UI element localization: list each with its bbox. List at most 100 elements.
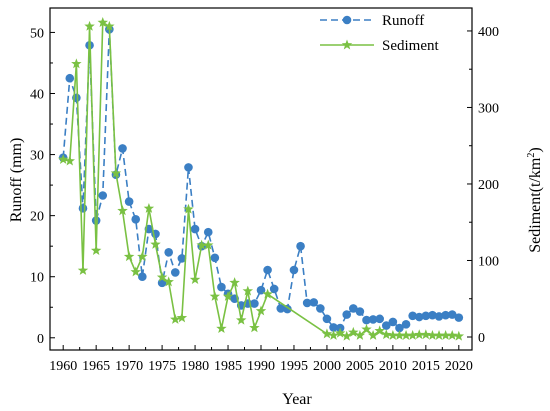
data-point-runoff <box>454 313 464 322</box>
data-point-sediment <box>104 20 115 31</box>
data-point-sediment <box>203 239 214 250</box>
data-point-sediment <box>137 251 148 262</box>
data-point-sediment <box>77 264 89 275</box>
x-tick-label: 1975 <box>148 359 176 374</box>
data-point-sediment <box>420 329 432 340</box>
data-point-runoff <box>177 254 187 263</box>
data-point-sediment <box>90 245 102 255</box>
legend-item-sediment: Sediment <box>320 38 439 54</box>
series-layer <box>57 17 465 341</box>
data-point-sediment <box>235 314 247 325</box>
data-point-sediment <box>64 155 76 166</box>
data-point-runoff <box>250 299 259 308</box>
data-point-sediment <box>387 329 399 340</box>
data-point-runoff <box>447 310 457 319</box>
data-point-runoff <box>395 323 404 333</box>
data-point-runoff <box>322 314 332 324</box>
data-point-sediment <box>110 167 122 178</box>
legend-label: Sediment <box>382 38 439 54</box>
legend-marker <box>341 39 353 50</box>
data-point-sediment <box>255 305 267 316</box>
data-point-sediment <box>394 329 405 340</box>
data-point-sediment <box>222 290 234 301</box>
data-point-sediment <box>414 329 425 340</box>
data-point-runoff <box>375 314 384 324</box>
data-point-sediment <box>196 239 207 250</box>
legend-marker <box>342 15 352 25</box>
y-right-tick-label: 300 <box>478 101 499 116</box>
data-point-sediment <box>446 329 458 340</box>
plot-frame <box>49 7 473 351</box>
data-point-sediment <box>341 330 352 341</box>
data-point-sediment <box>361 323 372 334</box>
y-right-label-end: ) <box>527 147 544 152</box>
data-point-runoff <box>91 216 101 225</box>
data-point-sediment <box>216 323 227 334</box>
series-line-runoff <box>62 29 460 329</box>
data-point-sediment <box>189 274 201 285</box>
data-point-sediment <box>381 329 392 340</box>
data-point-sediment <box>156 271 168 282</box>
data-point-runoff <box>203 227 213 237</box>
data-point-sediment <box>176 312 188 323</box>
data-point-runoff <box>118 144 127 153</box>
data-point-runoff <box>164 247 173 257</box>
data-point-runoff <box>296 241 305 251</box>
legend: Runoff Sediment <box>320 13 439 54</box>
legend-item-runoff: Runoff <box>320 13 424 29</box>
data-point-runoff <box>138 272 147 282</box>
axes-layer: 1960 1965 1970 1975 1980 1985 1990 1995 2000 2005… <box>30 25 499 374</box>
data-point-sediment <box>143 202 155 213</box>
data-point-runoff <box>78 204 88 213</box>
y-left-tick-label: 50 <box>30 26 44 41</box>
data-point-runoff <box>190 224 200 234</box>
data-point-runoff <box>263 265 272 275</box>
data-point-runoff <box>428 310 437 320</box>
legend-label: Runoff <box>382 13 424 29</box>
y-right-tick-label: 0 <box>478 331 485 346</box>
data-point-sediment <box>427 329 438 340</box>
x-tick-label: 1970 <box>115 359 143 374</box>
data-point-runoff <box>421 311 431 321</box>
x-tick-label: 1985 <box>214 359 242 374</box>
data-point-runoff <box>98 191 108 200</box>
data-point-runoff <box>342 310 352 319</box>
data-point-sediment <box>354 329 366 340</box>
data-point-runoff <box>349 304 358 313</box>
y-right-tick-label: 200 <box>478 178 499 193</box>
data-point-runoff <box>408 311 417 321</box>
data-point-runoff <box>362 315 371 325</box>
data-point-runoff <box>441 310 450 320</box>
data-point-sediment <box>407 329 418 340</box>
x-tick-label: 2010 <box>379 359 407 374</box>
data-point-sediment <box>334 327 346 338</box>
data-point-sediment <box>348 326 359 337</box>
data-point-runoff <box>65 73 75 83</box>
data-point-runoff <box>170 268 180 277</box>
y-right-label-superscript: 2 <box>526 153 537 158</box>
y-left-tick-label: 20 <box>30 210 44 225</box>
data-point-runoff <box>124 197 134 206</box>
data-point-runoff <box>289 265 299 275</box>
y-left-tick-label: 30 <box>30 149 44 164</box>
data-point-sediment <box>117 205 128 216</box>
y-left-tick-label: 10 <box>30 271 44 286</box>
data-point-runoff <box>434 312 444 321</box>
x-tick-label: 2000 <box>313 359 341 374</box>
data-point-sediment <box>97 17 108 27</box>
y-right-axis-label: Sediment(t/km2) <box>526 147 544 252</box>
x-axis-label: Year <box>282 391 312 408</box>
series-runoff <box>58 25 464 333</box>
data-point-runoff <box>131 215 141 224</box>
data-point-runoff <box>302 298 312 308</box>
data-point-runoff <box>401 320 411 329</box>
data-point-runoff <box>276 304 286 313</box>
data-point-sediment <box>209 290 221 301</box>
x-tick-label: 2015 <box>412 359 440 374</box>
data-point-runoff <box>184 163 193 172</box>
data-point-sediment <box>453 330 465 341</box>
data-point-runoff <box>329 323 338 332</box>
data-point-sediment <box>163 276 174 287</box>
data-point-sediment <box>328 329 339 340</box>
